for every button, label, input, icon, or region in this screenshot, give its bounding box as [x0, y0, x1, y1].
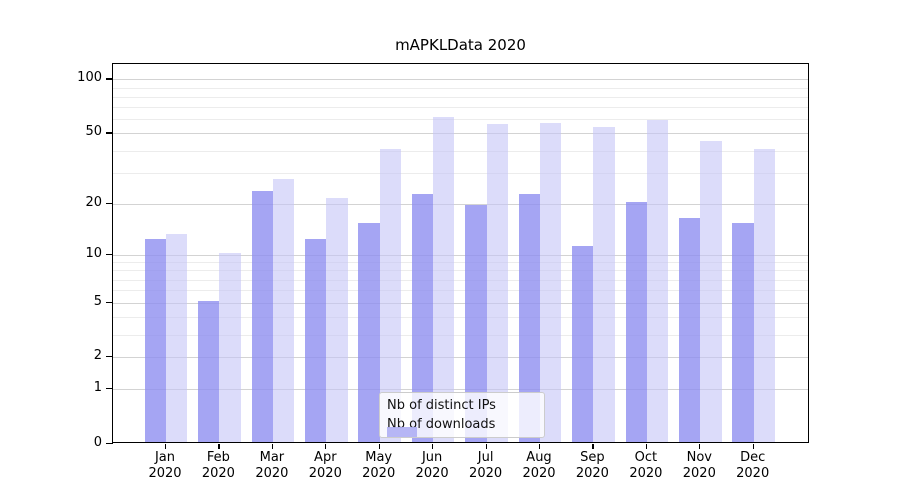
bar-ips-feb [198, 300, 220, 442]
y-tick-mark-5 [106, 301, 113, 303]
legend-swatch-downloads-icon [387, 427, 417, 437]
plot-area: Nb of distinct IPs Nb of downloads [112, 63, 809, 443]
bar-downloads-may [379, 148, 402, 442]
y-tick-label-2: 2 [93, 348, 102, 364]
bar-downloads-jul [486, 124, 508, 442]
minor-gridline-7 [113, 279, 808, 281]
y-tick-mark-50 [106, 132, 113, 134]
x-tick-label-dec: Dec 2020 [736, 450, 770, 481]
y-tick-label-50: 50 [85, 124, 102, 140]
x-tick-label-jan: Jan 2020 [148, 450, 182, 481]
major-gridline-100 [113, 79, 808, 81]
y-tick-label-1: 1 [93, 380, 102, 396]
bar-downloads-mar [272, 178, 295, 442]
y-tick-mark-100 [106, 78, 113, 80]
major-gridline-2 [113, 357, 808, 359]
major-gridline-20 [113, 203, 808, 205]
y-tick-mark-10 [106, 253, 113, 255]
chart-title: mAPKLData 2020 [395, 36, 526, 54]
x-tick-mark-aug [539, 443, 541, 449]
minor-gridline-4 [113, 316, 808, 318]
bar-ips-dec [732, 223, 754, 442]
x-tick-label-nov: Nov 2020 [682, 450, 716, 481]
legend: Nb of distinct IPs Nb of downloads [379, 392, 545, 438]
y-tick-label-20: 20 [85, 194, 102, 210]
major-gridline-5 [113, 302, 808, 304]
minor-gridline-30 [113, 172, 808, 174]
y-tick-label-10: 10 [85, 245, 102, 261]
bar-ips-aug [518, 194, 540, 442]
bar-downloads-oct [646, 119, 669, 442]
bar-ips-jan [144, 239, 166, 442]
x-tick-mark-jul [485, 443, 487, 449]
major-gridline-10 [113, 254, 808, 256]
x-tick-mark-feb [218, 443, 220, 449]
bar-ips-nov [678, 218, 701, 442]
legend-label-ips: Nb of distinct IPs [387, 398, 496, 413]
bar-downloads-jun [433, 117, 455, 442]
x-tick-mark-jun [432, 443, 434, 449]
minor-gridline-80 [113, 96, 808, 98]
x-tick-mark-jan [165, 443, 167, 449]
x-tick-label-aug: Aug 2020 [522, 450, 556, 481]
major-gridline-50 [113, 133, 808, 135]
minor-gridline-70 [113, 107, 808, 109]
y-tick-label-0: 0 [93, 435, 102, 450]
bar-downloads-aug [540, 122, 562, 442]
bar-downloads-nov [700, 141, 722, 442]
bar-ips-jul [465, 205, 487, 442]
legend-item-distinct-ips: Nb of distinct IPs [387, 398, 536, 437]
major-gridline-1 [113, 389, 808, 391]
x-tick-label-jul: Jul 2020 [469, 450, 503, 481]
x-tick-mark-oct [645, 443, 648, 449]
bar-downloads-feb [219, 252, 241, 442]
bar-downloads-jan [166, 233, 188, 442]
bar-downloads-dec [753, 148, 776, 442]
bar-ips-jun [411, 194, 434, 442]
bar-ips-mar [251, 190, 273, 442]
x-tick-mark-may [378, 443, 380, 449]
y-tick-mark-2 [106, 356, 113, 358]
x-tick-label-feb: Feb 2020 [201, 450, 235, 481]
x-tick-label-mar: Mar 2020 [255, 450, 289, 481]
minor-gridline-60 [113, 119, 808, 121]
x-tick-label-jun: Jun 2020 [415, 450, 449, 481]
legend-item-downloads: Nb of downloads [387, 417, 536, 437]
y-tick-label-5: 5 [93, 293, 102, 309]
x-tick-label-may: May 2020 [362, 450, 396, 481]
bar-ips-apr [304, 239, 327, 442]
minor-gridline-8 [113, 270, 808, 272]
x-tick-mark-mar [271, 443, 274, 449]
minor-gridline-6 [113, 290, 808, 292]
minor-gridline-90 [113, 87, 808, 89]
x-tick-mark-nov [699, 443, 701, 449]
x-tick-mark-apr [325, 443, 327, 449]
x-tick-mark-sep [592, 443, 594, 449]
x-tick-mark-dec [752, 443, 754, 449]
bar-ips-oct [625, 201, 647, 442]
bar-ips-sep [572, 245, 594, 442]
bar-downloads-sep [593, 126, 615, 442]
x-tick-label-sep: Sep 2020 [575, 450, 609, 481]
bar-downloads-apr [326, 197, 348, 442]
minor-gridline-40 [113, 150, 808, 152]
x-tick-label-apr: Apr 2020 [308, 450, 342, 481]
y-tick-mark-20 [106, 202, 113, 204]
bar-ips-may [358, 223, 380, 442]
y-tick-label-100: 100 [77, 70, 102, 86]
minor-gridline-3 [113, 334, 808, 336]
y-tick-mark-1 [106, 388, 113, 390]
minor-gridline-9 [113, 262, 808, 264]
x-tick-label-oct: Oct 2020 [629, 450, 663, 481]
y-tick-mark-0 [106, 443, 113, 445]
